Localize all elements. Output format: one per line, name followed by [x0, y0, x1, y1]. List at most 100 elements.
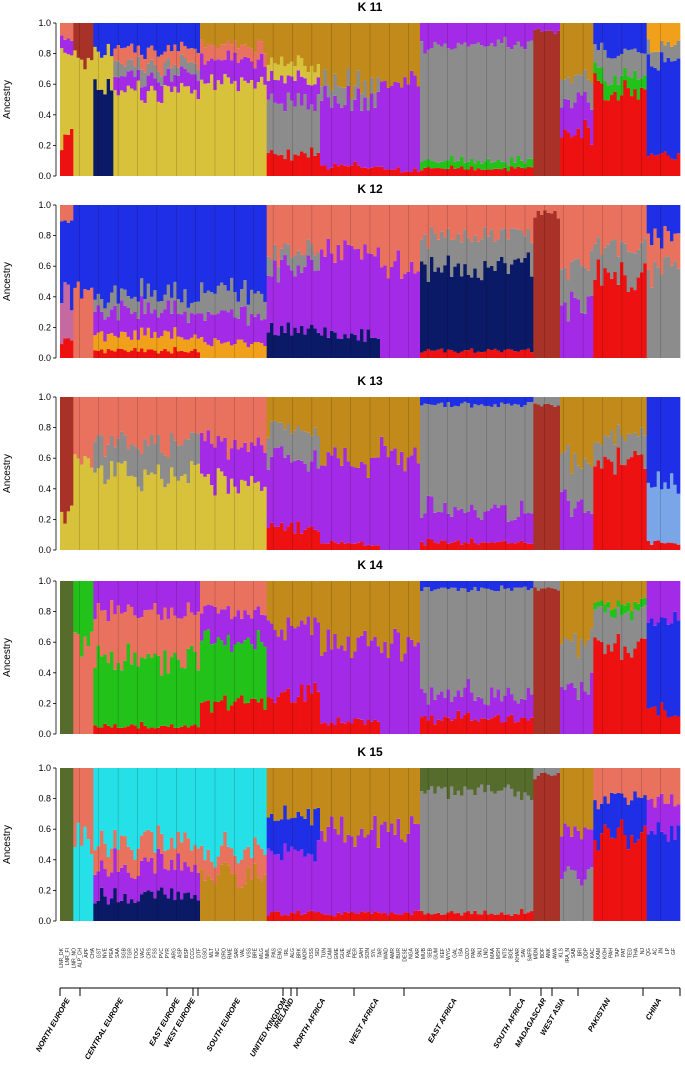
ancestry-bar-component — [303, 431, 308, 464]
ancestry-bar-component — [296, 55, 301, 71]
ancestry-bar-component — [490, 718, 494, 734]
ancestry-bar-component — [333, 332, 338, 358]
ancestry-bar-component — [503, 263, 508, 350]
ancestry-bar-component — [326, 84, 331, 98]
ancestry-bar-component — [633, 768, 638, 792]
ancestry-bar-component — [570, 82, 574, 109]
ancestry-bar-component — [500, 541, 504, 550]
ancestry-bar-component — [196, 80, 201, 100]
ancestry-bar-component — [226, 77, 231, 176]
ancestry-bar-component — [626, 23, 631, 51]
ancestry-bar-component — [323, 914, 328, 921]
ancestry-bar-component — [573, 259, 578, 298]
ancestry-bar-component — [186, 62, 191, 73]
ancestry-bar-component — [153, 443, 158, 475]
ancestry-bar-component — [630, 205, 634, 253]
ancestry-bar-component — [446, 397, 451, 403]
ancestry-bar-component — [296, 93, 301, 156]
ancestry-bar-component — [286, 915, 291, 921]
ancestry-bar-component — [673, 611, 678, 716]
ancestry-bar-component — [660, 793, 664, 832]
ancestry-bar-component — [130, 59, 134, 71]
ancestry-bar-component — [296, 205, 301, 251]
ancestry-bar-component — [190, 871, 194, 899]
ancestry-bar-component — [276, 155, 281, 176]
ancestry-bar-component — [360, 541, 364, 550]
ancestry-bar-component — [370, 337, 374, 358]
ancestry-bar-component — [413, 273, 418, 358]
ancestry-bar-component — [523, 205, 528, 237]
ancestry-bar-component — [490, 913, 494, 921]
ancestry-bar-component — [650, 581, 654, 619]
ancestry-bar-component — [346, 721, 351, 734]
panel-title: K 12 — [357, 182, 383, 196]
ancestry-bar-component — [270, 23, 274, 58]
ancestry-bar-component — [80, 23, 84, 60]
ancestry-bar-component — [230, 60, 234, 84]
ancestry-bar-component — [486, 349, 491, 358]
ancestry-bar-component — [143, 581, 148, 611]
ancestry-bar-component — [376, 91, 381, 167]
ancestry-bar-component — [570, 869, 574, 921]
ancestry-bar-component — [510, 205, 514, 229]
ancestry-bar-component — [600, 397, 604, 446]
ancestry-bar-component — [340, 260, 344, 339]
ancestry-bar-component — [426, 495, 431, 539]
ancestry-bar-component — [243, 280, 248, 307]
ancestry-bar-component — [463, 205, 468, 230]
ancestry-bar-component — [306, 84, 311, 110]
ancestry-bar-component — [580, 468, 584, 500]
ancestry-bar-component — [283, 457, 288, 531]
ancestry-bar-component — [563, 267, 568, 303]
ancestry-bar-component — [253, 445, 258, 483]
ancestry-bar-component — [496, 350, 501, 358]
ancestry-bar-component — [160, 102, 164, 176]
ancestry-bar-component — [476, 405, 481, 518]
ancestry-bar-component — [323, 327, 328, 358]
ancestry-bar-component — [253, 52, 258, 69]
ancestry-bar-component — [510, 49, 514, 158]
ancestry-bar-component — [616, 100, 621, 176]
ancestry-bar-component — [343, 581, 348, 651]
ancestry-bar-component — [283, 691, 288, 734]
ancestry-bar-component — [643, 605, 648, 639]
ancestry-bar-component — [556, 30, 561, 177]
ancestry-bar-component — [146, 397, 151, 446]
ancestry-bar-component — [623, 441, 628, 466]
ancestry-bar-component — [470, 23, 474, 45]
ancestry-bar-component — [280, 75, 284, 104]
ancestry-bar-component — [283, 243, 288, 256]
ancestry-bar-component — [450, 276, 454, 350]
ancestry-bar-component — [403, 171, 408, 176]
ancestry-bar-component — [143, 58, 148, 73]
ancestry-bar-component — [630, 611, 634, 621]
ancestry-bar-component — [540, 588, 544, 734]
ancestry-bar-component — [316, 94, 321, 153]
ancestry-bar-component — [583, 69, 588, 92]
ancestry-bar-component — [293, 327, 298, 358]
ancestry-bar-component — [250, 397, 254, 443]
ancestry-bar-component — [656, 715, 661, 734]
ancestry-bar-component — [483, 588, 488, 705]
ancestry-bar-component — [203, 205, 208, 294]
ancestry-bar-component — [256, 82, 261, 176]
ancestry-bar-component — [490, 169, 494, 176]
ancestry-bar-component — [486, 588, 491, 706]
ancestry-bar-component — [670, 61, 674, 159]
ancestry-bar-component — [656, 267, 661, 358]
ancestry-bar-component — [403, 205, 408, 274]
ancestry-bar-component — [103, 768, 108, 844]
ancestry-bar-component — [513, 913, 518, 921]
ancestry-bar-component — [166, 86, 171, 176]
ancestry-bar-component — [213, 495, 218, 550]
ancestry-bar-component — [300, 325, 304, 358]
ancestry-bar-component — [116, 348, 121, 358]
ancestry-bar-component — [156, 848, 161, 891]
ancestry-bar-component — [236, 397, 241, 450]
ancestry-bar-component — [666, 397, 671, 489]
ancestry-bar-component — [136, 581, 141, 619]
ancestry-bar-component — [76, 458, 81, 550]
population-label: MLG — [259, 948, 265, 959]
ancestry-bar-component — [96, 900, 101, 921]
